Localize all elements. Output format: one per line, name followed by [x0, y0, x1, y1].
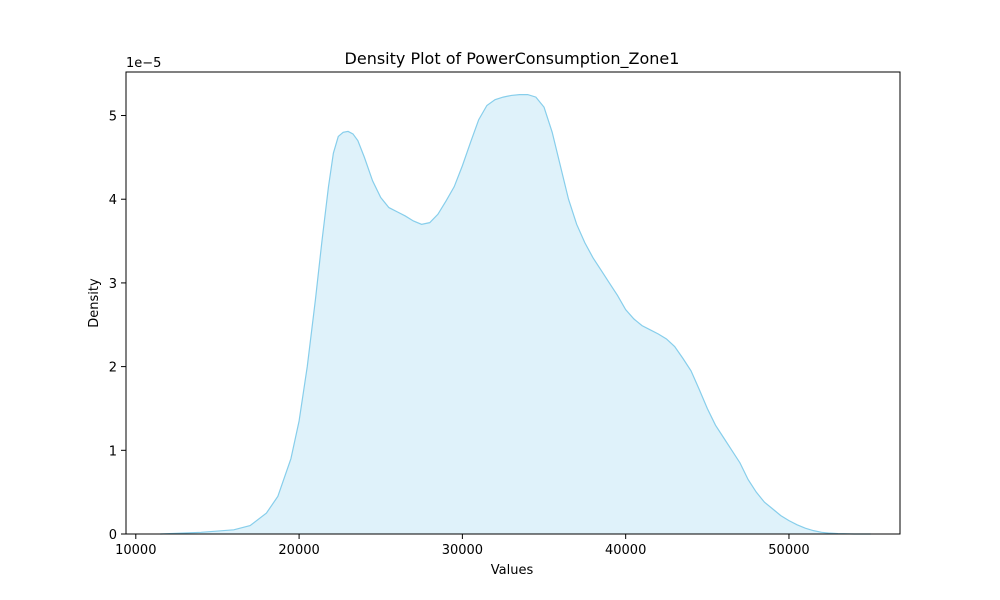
- y-tick-label: 1: [109, 444, 117, 459]
- y-axis-label: Density: [87, 278, 102, 328]
- x-tick-label: 30000: [442, 543, 483, 558]
- chart-title: Density Plot of PowerConsumption_Zone1: [345, 49, 680, 69]
- y-tick-label: 3: [109, 277, 117, 292]
- y-tick-label: 4: [109, 193, 117, 208]
- y-tick-label: 5: [109, 110, 117, 125]
- plot-area: [125, 71, 901, 535]
- y-offset-label: 1e−5: [126, 56, 161, 71]
- x-axis-label: Values: [491, 563, 534, 578]
- y-axis-ticks: 0 1 2 3 4 5: [109, 110, 126, 543]
- x-tick-label: 20000: [278, 543, 319, 558]
- density-line: [160, 94, 871, 535]
- y-tick-label: 0: [109, 528, 117, 543]
- y-tick-label: 2: [109, 361, 117, 376]
- x-tick-label: 40000: [605, 543, 646, 558]
- plot-frame: [125, 71, 901, 535]
- density-fill-area: [160, 94, 871, 534]
- x-tick-label: 10000: [115, 543, 156, 558]
- x-tick-label: 50000: [768, 543, 809, 558]
- x-axis-ticks: 10000 20000 30000 40000 50000: [115, 534, 810, 558]
